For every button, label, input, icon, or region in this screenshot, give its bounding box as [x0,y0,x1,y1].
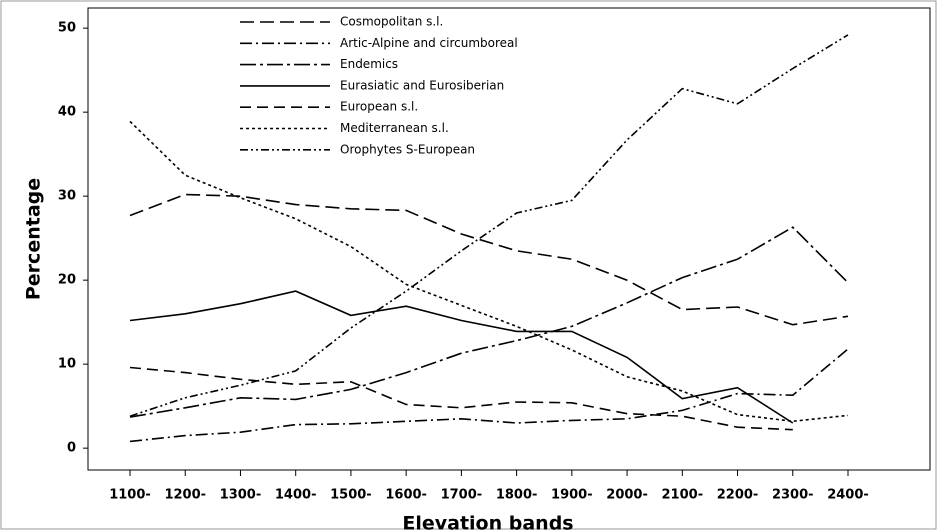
x-tick-label: 1600- [385,488,427,503]
y-tick-label: 10 [58,357,76,372]
x-tick-label: 1200- [164,488,206,503]
legend-label: Eurasiatic and Eurosiberian [340,78,504,92]
x-tick-label: 1300- [220,488,262,503]
y-axis-label: Percentage [23,178,45,300]
legend-label: Mediterranean s.l. [340,121,449,135]
series-line [129,193,849,326]
plot-frame [87,7,931,471]
x-tick-label: 2100- [662,488,704,503]
x-tick-label: 1700- [441,488,483,503]
series-line [129,348,849,443]
x-tick-label: 1400- [275,488,317,503]
series-line [129,366,793,431]
y-tick-label: 50 [58,21,76,36]
series-line [129,120,849,423]
x-tick-label: 2000- [606,488,648,503]
x-axis-label: Elevation bands [402,513,573,530]
series-line [129,34,849,417]
x-tick-label: 2400- [827,488,869,503]
legend-label: Endemics [340,57,398,71]
legend-label: European s.l. [340,100,418,114]
legend-label: Cosmopolitan s.l. [340,15,443,29]
x-tick-label: 1100- [109,488,151,503]
x-tick-label: 2300- [772,488,814,503]
x-tick-label: 1500- [330,488,372,503]
legend-label: Artic-Alpine and circumboreal [340,36,518,50]
series-line [129,290,794,424]
x-tick-label: 1900- [551,488,593,503]
legend-label: Orophytes S-European [340,142,475,156]
series-line [129,226,849,418]
x-tick-label: 1800- [496,488,538,503]
y-tick-label: 30 [58,189,76,204]
y-tick-label: 40 [58,105,76,120]
x-tick-label: 2200- [717,488,759,503]
y-tick-label: 20 [58,273,76,288]
y-tick-label: 0 [67,441,76,456]
